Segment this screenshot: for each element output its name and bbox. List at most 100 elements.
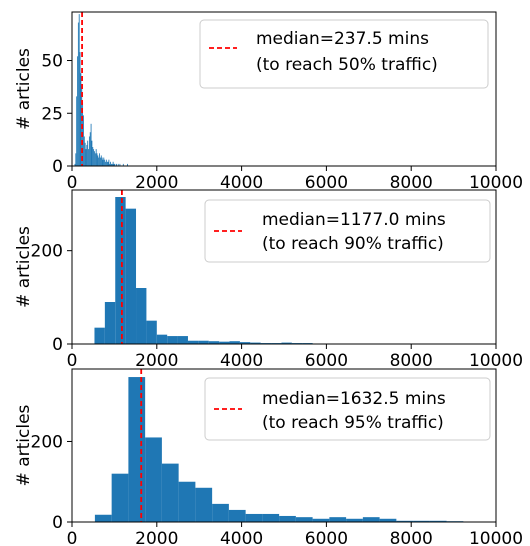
y-tick-label: 200 bbox=[31, 432, 63, 452]
legend-label: median=1632.5 mins bbox=[262, 389, 446, 409]
histogram-bar bbox=[109, 163, 111, 166]
x-tick-label: 2000 bbox=[135, 529, 178, 546]
histogram-bar bbox=[104, 302, 116, 344]
histogram-bar bbox=[97, 155, 99, 166]
legend-label: (to reach 95% traffic) bbox=[262, 413, 444, 433]
histogram-bar bbox=[136, 288, 147, 344]
x-tick-label: 6000 bbox=[305, 173, 348, 193]
legend-box bbox=[199, 19, 489, 89]
histogram-bar bbox=[105, 159, 107, 166]
histogram-bar bbox=[312, 518, 330, 522]
histogram-bar bbox=[99, 153, 100, 166]
y-tick-label: 0 bbox=[52, 157, 63, 177]
legend: median=1177.0 mins (to reach 90% traffic… bbox=[204, 199, 491, 263]
y-tick-label: 0 bbox=[52, 513, 63, 533]
histogram-bar bbox=[219, 341, 230, 344]
histogram-bar bbox=[106, 161, 108, 166]
histogram-bar bbox=[110, 161, 112, 166]
histogram-bar bbox=[125, 208, 137, 344]
histogram-bar bbox=[105, 161, 106, 166]
legend-label: median=1177.0 mins bbox=[262, 210, 446, 230]
histogram-bar bbox=[279, 515, 296, 522]
histogram-bar bbox=[80, 73, 82, 166]
x-tick-label: 10000 bbox=[469, 529, 523, 546]
histogram-bar bbox=[76, 96, 78, 166]
histogram-bar bbox=[103, 157, 105, 166]
histogram-bar bbox=[116, 163, 117, 166]
y-tick-label: 0 bbox=[52, 335, 63, 355]
histogram-bar bbox=[281, 342, 292, 344]
y-axis-label: # articles bbox=[14, 226, 34, 308]
histogram-bar bbox=[101, 157, 103, 166]
histogram-bar bbox=[79, 52, 81, 166]
histogram-bar bbox=[93, 149, 95, 166]
histogram-bar bbox=[429, 520, 447, 522]
x-tick-label: 0 bbox=[67, 351, 78, 371]
histogram-bar bbox=[111, 163, 112, 166]
histogram-bar bbox=[99, 157, 101, 166]
histogram-bar bbox=[91, 140, 93, 166]
histogram-bar bbox=[87, 140, 89, 166]
legend-box bbox=[204, 377, 491, 441]
histogram-bar bbox=[94, 153, 96, 166]
histogram-bar bbox=[77, 22, 79, 167]
histogram-bar bbox=[156, 334, 168, 344]
histogram-bar bbox=[114, 163, 116, 166]
x-tick-label: 8000 bbox=[390, 351, 433, 371]
legend: median=1632.5 mins (to reach 95% traffic… bbox=[204, 377, 491, 441]
histogram-bar bbox=[83, 136, 85, 166]
axes-frame bbox=[71, 368, 497, 523]
histogram-bar bbox=[85, 149, 87, 166]
histogram-bar bbox=[212, 503, 229, 522]
legend-label: (to reach 90% traffic) bbox=[262, 234, 444, 254]
histogram-bar bbox=[108, 159, 110, 166]
histogram-bar bbox=[195, 487, 213, 522]
histogram-bar bbox=[102, 159, 104, 166]
histogram-bar bbox=[413, 520, 430, 522]
histogram-bar bbox=[96, 153, 98, 166]
histogram-bar bbox=[84, 142, 86, 166]
histogram-bar bbox=[379, 518, 397, 522]
subplot-1: 0 2000 4000 6000 8000 10000 0 25 50 # articles med… bbox=[14, 11, 523, 193]
x-tick-label: 8000 bbox=[390, 529, 433, 546]
x-tick-label: 4000 bbox=[220, 173, 263, 193]
y-tick-label: 50 bbox=[41, 52, 63, 72]
histogram-bar bbox=[88, 149, 89, 166]
histogram-bar bbox=[90, 123, 92, 166]
histogram-bar bbox=[75, 153, 77, 166]
axes-frame bbox=[71, 189, 497, 345]
histogram-bar bbox=[89, 132, 91, 166]
histogram-bar bbox=[198, 340, 209, 344]
histogram-bar bbox=[88, 136, 90, 166]
histogram-bar bbox=[346, 518, 363, 522]
histogram-bar bbox=[94, 327, 105, 344]
histogram-bar bbox=[128, 377, 146, 522]
histogram-bar bbox=[329, 517, 347, 522]
histogram-bar bbox=[245, 513, 263, 522]
y-tick-label: 200 bbox=[31, 242, 63, 262]
histogram-bar bbox=[396, 520, 414, 522]
legend-box bbox=[204, 199, 491, 263]
x-tick-label: 6000 bbox=[305, 351, 348, 371]
histogram-bar bbox=[177, 336, 188, 344]
subplot-2: 0 2000 4000 6000 8000 10000 0 200# articles medi… bbox=[14, 189, 523, 371]
histogram-bar bbox=[117, 163, 119, 166]
histogram-bar bbox=[229, 341, 240, 344]
histogram-bar bbox=[228, 509, 246, 522]
histogram-bar bbox=[112, 161, 114, 166]
histogram-bar bbox=[92, 147, 94, 166]
x-tick-label: 2000 bbox=[135, 351, 178, 371]
histogram-bar bbox=[86, 144, 88, 166]
histogram-bar bbox=[161, 463, 179, 522]
histogram-bar bbox=[111, 163, 113, 166]
histogram-bar bbox=[250, 342, 261, 344]
y-axis-label: # articles bbox=[14, 404, 34, 486]
histogram-bar bbox=[98, 157, 100, 166]
histogram-bar bbox=[95, 149, 97, 166]
histogram-bar bbox=[122, 163, 124, 166]
histogram-bar bbox=[107, 161, 109, 166]
histogram-bar bbox=[74, 163, 76, 166]
histogram-bar bbox=[362, 517, 380, 522]
x-tick-label: 4000 bbox=[220, 529, 263, 546]
histogram-bar bbox=[127, 163, 128, 166]
